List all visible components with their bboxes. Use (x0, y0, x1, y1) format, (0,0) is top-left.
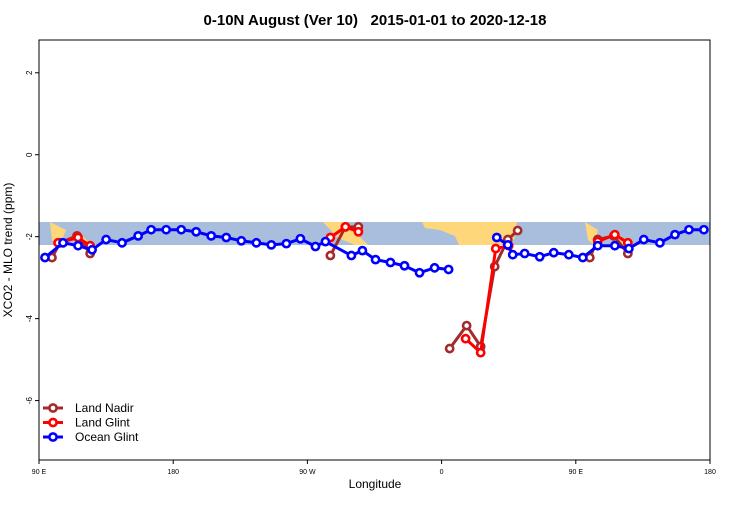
plot-frame (38, 39, 711, 461)
y-tick-label: -2 (25, 233, 34, 241)
point (191, 226, 202, 237)
point (534, 251, 545, 262)
point (340, 221, 351, 232)
y-axis-label: XCO2 - MLO trend (ppm) (1, 183, 15, 318)
point (266, 239, 277, 250)
legend-marker (48, 403, 58, 413)
point (176, 224, 187, 235)
point (491, 232, 502, 243)
legend-marker (48, 417, 58, 428)
point (221, 232, 232, 243)
point (684, 224, 694, 235)
point (236, 235, 247, 246)
point (512, 225, 523, 236)
point (353, 226, 364, 237)
point (429, 262, 440, 273)
x-tick-label: 90 W (299, 469, 316, 476)
point (325, 250, 336, 261)
land (323, 222, 368, 245)
point (133, 230, 144, 241)
point (443, 264, 454, 275)
point (146, 224, 157, 235)
point (40, 252, 50, 263)
point (444, 343, 455, 354)
point (577, 252, 588, 263)
point (370, 254, 381, 265)
x-tick-label: 90 E (569, 469, 584, 476)
legend-label: Land Glint (75, 416, 130, 430)
point (592, 240, 603, 251)
point (609, 240, 620, 251)
x-axis-label: Longitude (349, 477, 402, 491)
legend-label: Land Nadir (75, 401, 134, 415)
point (502, 239, 513, 250)
point (609, 229, 620, 240)
point (117, 237, 127, 248)
x-tick-label: 180 (704, 469, 716, 476)
point (399, 260, 410, 271)
legend-label: Ocean Glint (75, 430, 139, 444)
point (58, 237, 68, 248)
point (414, 267, 425, 278)
point (161, 224, 172, 235)
point (357, 245, 368, 256)
point (638, 234, 649, 245)
x-tick-label: 180 (167, 469, 179, 476)
point (385, 257, 396, 268)
point (206, 230, 217, 241)
point (623, 243, 634, 254)
y-tick-label: 0 (25, 152, 34, 157)
point (295, 233, 306, 244)
x-tick-label: 0 (440, 469, 444, 476)
point (87, 244, 97, 255)
chart-title: 0-10N August (Ver 10) 2015-01-01 to 2020… (204, 12, 547, 29)
point (461, 320, 472, 331)
point (320, 236, 331, 247)
point (475, 347, 486, 358)
point (310, 241, 321, 252)
point (519, 248, 530, 259)
legend-marker (48, 432, 58, 442)
point (460, 333, 471, 344)
y-tick-label: -4 (25, 315, 34, 323)
point (698, 224, 709, 235)
series-line (44, 228, 704, 275)
point (73, 232, 83, 243)
y-tick-label: -6 (25, 396, 34, 404)
point (73, 240, 83, 251)
y-tick-label: 2 (25, 70, 34, 75)
point (281, 238, 292, 249)
point (670, 229, 680, 240)
point (548, 247, 559, 258)
point (654, 237, 665, 248)
ocean-band (39, 222, 710, 245)
point (490, 243, 501, 254)
point (101, 234, 111, 245)
point (346, 250, 357, 261)
point (251, 237, 262, 248)
point (507, 249, 518, 260)
point (563, 249, 574, 260)
x-tick-label: 90 E (32, 469, 47, 476)
